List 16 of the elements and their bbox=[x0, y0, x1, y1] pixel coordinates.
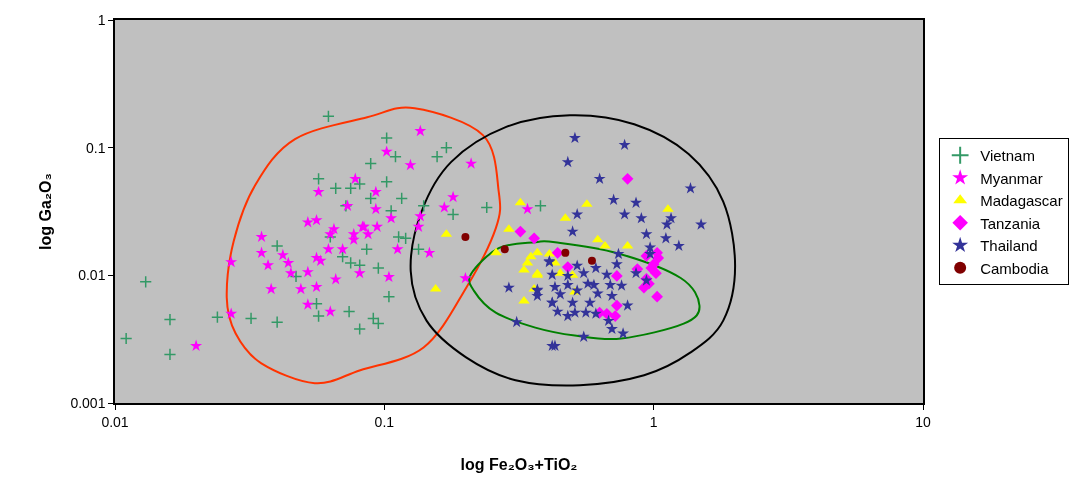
legend-label: Thailand bbox=[980, 237, 1038, 255]
y-tick-label: 0.001 bbox=[70, 394, 106, 411]
x-tick-label: 10 bbox=[915, 413, 931, 430]
legend-label: Madagascar bbox=[980, 192, 1063, 210]
y-tick-label: 0.1 bbox=[85, 139, 106, 156]
legend-label: Vietnam bbox=[980, 147, 1035, 165]
x-tick-label: 0.1 bbox=[374, 413, 395, 430]
y-axis-title: log Ga₂O₃ bbox=[36, 173, 54, 250]
x-axis-title: log Fe₂O₃+TiO₂ bbox=[460, 455, 578, 473]
x-tick-label: 0.01 bbox=[101, 413, 129, 430]
y-tick-label: 0.01 bbox=[78, 267, 106, 284]
legend-label: Myanmar bbox=[980, 169, 1043, 187]
legend-label: Cambodia bbox=[980, 259, 1050, 277]
x-tick-label: 1 bbox=[649, 413, 658, 430]
y-tick-label: 1 bbox=[97, 11, 106, 28]
legend-label: Tanzania bbox=[980, 214, 1041, 232]
